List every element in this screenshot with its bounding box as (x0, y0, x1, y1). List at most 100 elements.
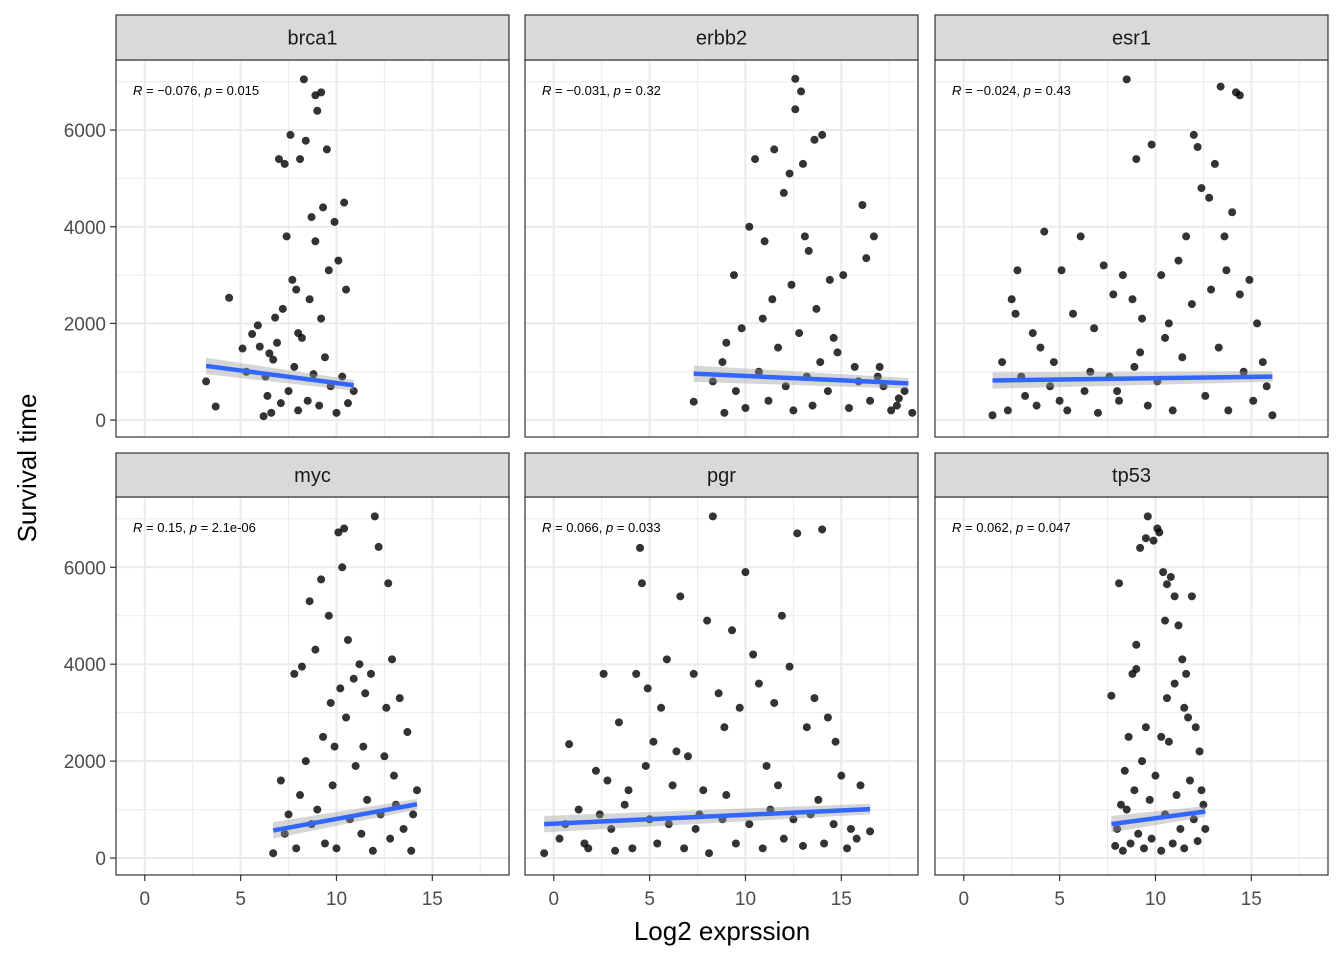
data-point (611, 846, 620, 855)
data-point (831, 737, 840, 746)
data-point (866, 396, 875, 405)
data-point (1143, 512, 1152, 521)
data-point (866, 827, 875, 836)
data-point (691, 824, 700, 833)
y-tick-label: 6000 (64, 121, 106, 142)
data-point (276, 776, 285, 785)
data-point (1122, 75, 1131, 84)
data-point (342, 285, 351, 294)
y-tick-label: 4000 (64, 655, 106, 676)
data-point (620, 800, 629, 809)
data-point (714, 689, 723, 698)
y-axis-title: Survival time (12, 394, 42, 543)
data-point (1139, 844, 1148, 853)
data-point (637, 579, 646, 588)
data-point (338, 563, 347, 572)
regression-line (544, 806, 871, 827)
y-tick-label: 2000 (64, 314, 106, 335)
data-point (278, 304, 287, 313)
data-point (829, 820, 838, 829)
data-point (297, 662, 306, 671)
data-point (816, 358, 825, 367)
data-point (374, 542, 383, 551)
data-point (676, 592, 685, 601)
data-point (779, 834, 788, 843)
correlation-annotation: R = −0.031, p = 0.32 (542, 83, 661, 98)
facet-panel-pgr: R = 0.066, p = 0.033 pgr 0 5 10 15 (524, 452, 919, 910)
data-point (858, 201, 867, 209)
data-point (1201, 824, 1210, 833)
data-point (267, 408, 276, 417)
data-point (1028, 329, 1037, 338)
data-point (825, 275, 834, 284)
data-point (1253, 319, 1262, 328)
data-point (689, 397, 698, 406)
data-point (282, 232, 291, 241)
data-point (762, 761, 771, 770)
data-point (1162, 694, 1171, 703)
x-tick-label: 15 (1241, 889, 1262, 910)
data-point (722, 791, 731, 800)
data-point (1003, 406, 1012, 415)
data-point (330, 742, 339, 751)
data-point (787, 280, 796, 289)
regression-line (693, 371, 909, 386)
data-point (565, 740, 574, 749)
data-point (804, 246, 813, 255)
data-point (1207, 285, 1216, 294)
data-point (668, 781, 677, 790)
data-point (238, 344, 247, 353)
data-point (330, 217, 339, 226)
data-point (1157, 846, 1166, 855)
data-point (672, 747, 681, 756)
data-point (1136, 348, 1145, 357)
data-point (269, 355, 278, 364)
data-point (800, 232, 809, 241)
data-point (1172, 791, 1181, 800)
data-point (649, 737, 658, 746)
data-point (862, 254, 871, 263)
facet-panel-esr1: R = −0.024, p = 0.43 esr1 (934, 14, 1329, 438)
data-point (202, 377, 211, 386)
data-point (1118, 271, 1127, 280)
y-tick-label: 0 (95, 849, 106, 870)
data-point (309, 370, 318, 379)
data-point (850, 362, 859, 371)
data-point (770, 698, 779, 707)
data-point (892, 401, 901, 410)
facet-strip (524, 14, 919, 61)
data-point (225, 293, 234, 302)
data-point (1159, 568, 1168, 577)
data-point (1182, 232, 1191, 241)
data-point (294, 329, 303, 338)
data-point (823, 387, 832, 396)
regression-line (272, 802, 418, 833)
regression-line (1111, 809, 1206, 827)
data-point (1176, 824, 1185, 833)
data-point (288, 275, 297, 284)
data-point (720, 408, 729, 417)
data-point (1113, 824, 1122, 833)
data-point (255, 342, 264, 351)
data-point (1164, 737, 1173, 746)
data-point (749, 650, 758, 659)
data-point (1220, 232, 1229, 241)
x-tick-label: 10 (1145, 889, 1166, 910)
data-point (280, 159, 289, 168)
data-point (869, 232, 878, 241)
data-point (366, 669, 375, 678)
data-point (324, 611, 333, 620)
data-point (599, 669, 608, 678)
data-point (839, 271, 848, 280)
x-tick-label: 0 (139, 889, 150, 910)
data-point (340, 198, 349, 207)
data-point (705, 849, 714, 858)
data-point (1239, 367, 1248, 376)
data-point (735, 703, 744, 712)
data-point (276, 399, 285, 408)
x-tick-label: 5 (235, 889, 246, 910)
data-point (1151, 771, 1160, 780)
data-point (779, 188, 788, 197)
data-point (1141, 723, 1150, 732)
data-point (829, 333, 838, 342)
